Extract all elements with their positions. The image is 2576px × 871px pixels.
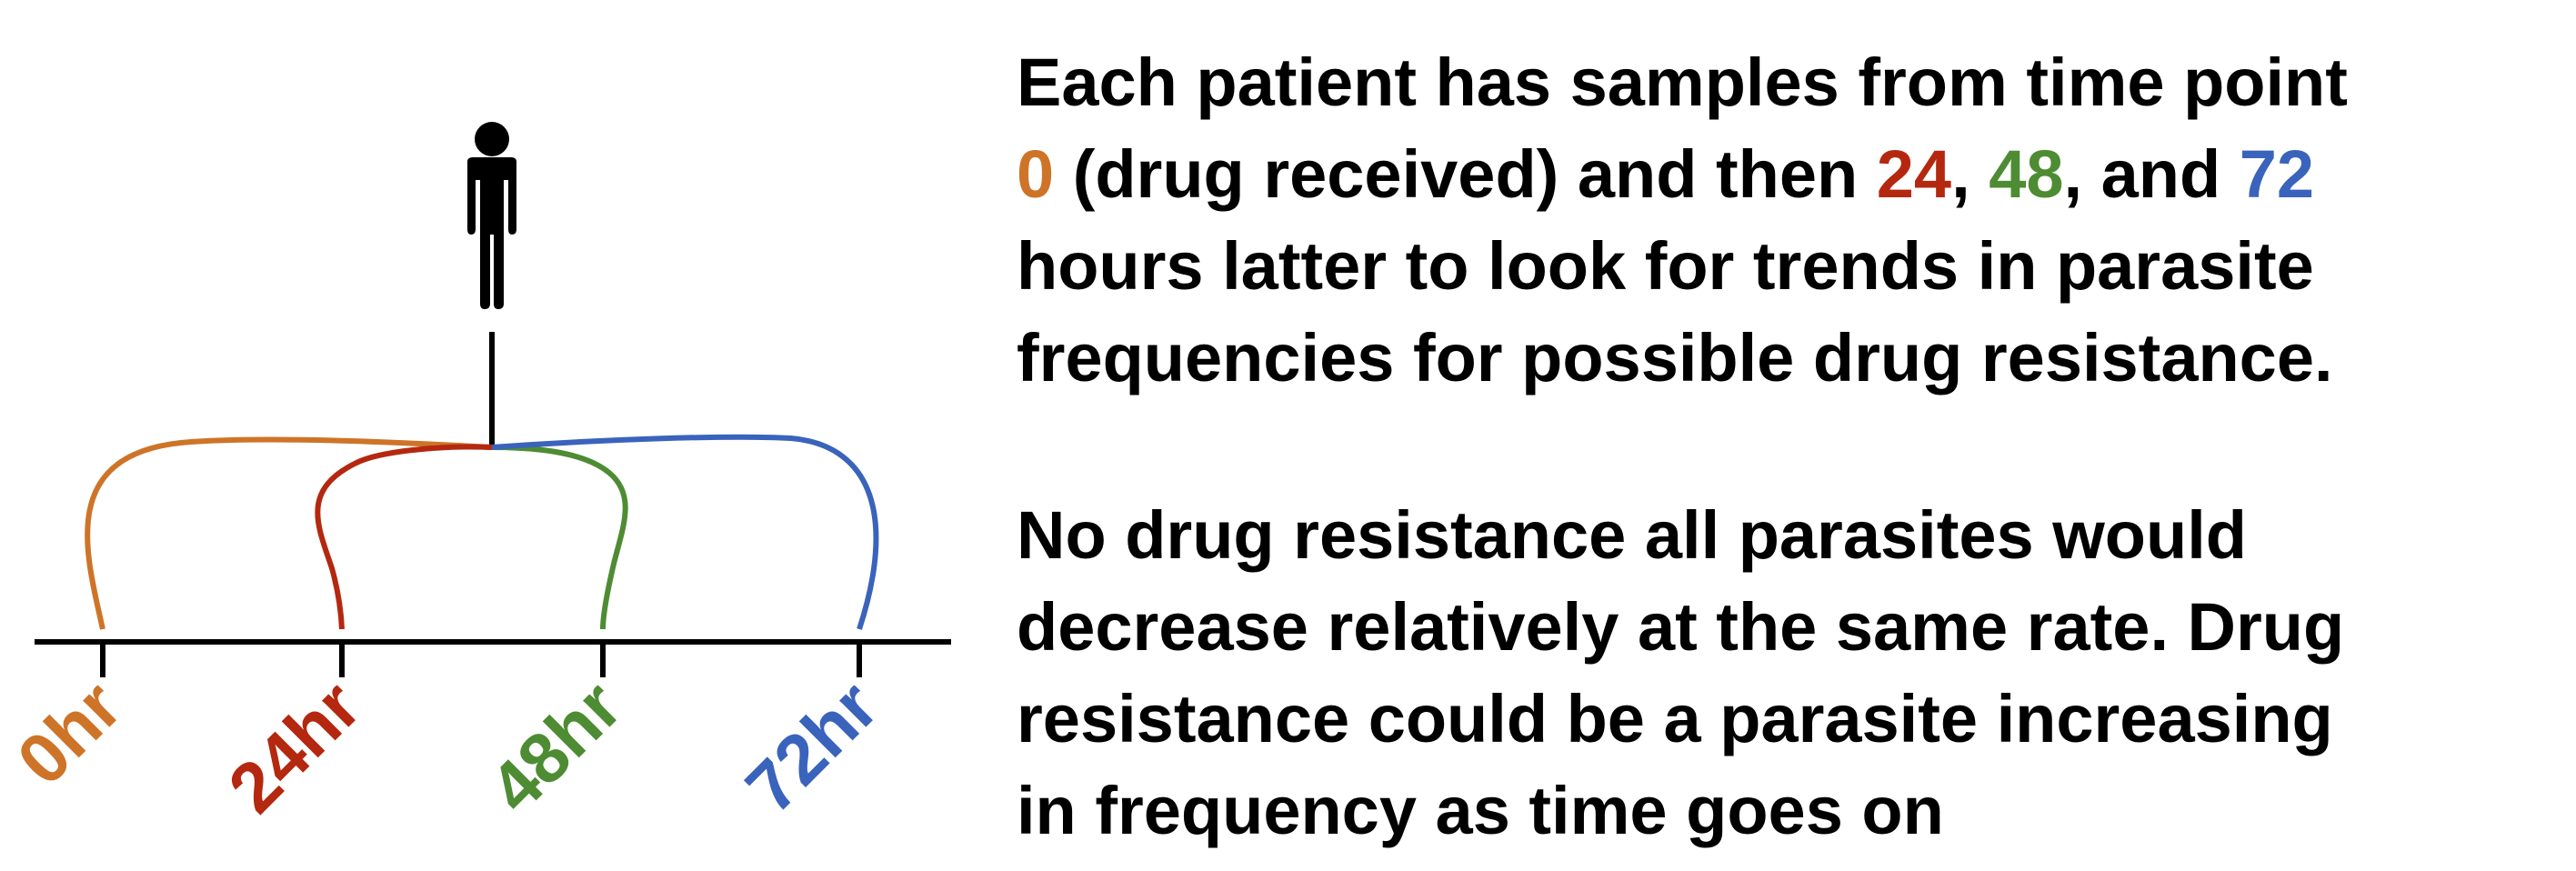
text-line: hours latter to look for trends in paras… xyxy=(1017,228,2314,304)
text-line: in frequency as time goes on xyxy=(1017,773,1944,848)
paragraph-resistance: No drug resistance all parasites would d… xyxy=(1017,489,2562,856)
branch-0hr xyxy=(85,436,493,630)
text-line: No drug resistance all parasites would xyxy=(1017,497,2247,573)
timepoint-72: 72 xyxy=(2239,136,2315,212)
branch-24hr xyxy=(315,444,493,630)
label-72hr: 72hr xyxy=(730,666,893,828)
label-48hr: 48hr xyxy=(474,666,636,828)
paragraph-sampling: Each patient has samples from time point… xyxy=(1017,36,2562,404)
person-icon xyxy=(467,122,516,309)
text-line: Each patient has samples from time point xyxy=(1017,45,2348,120)
text-line: decrease relatively at the same rate. Dr… xyxy=(1017,589,2345,665)
timepoint-24: 24 xyxy=(1876,136,1952,212)
description-text: Each patient has samples from time point… xyxy=(1017,36,2562,856)
sampling-diagram: 0hr 24hr 48hr 72hr xyxy=(2,122,951,828)
text-line: 0 (drug received) and then 24, 48, and 7… xyxy=(1017,136,2315,212)
branch-48hr xyxy=(491,445,628,630)
branch-72hr xyxy=(491,434,879,630)
timepoint-48: 48 xyxy=(1989,136,2064,212)
text-line: frequencies for possible drug resistance… xyxy=(1017,320,2333,395)
text-line: resistance could be a parasite increasin… xyxy=(1017,681,2333,756)
timepoint-0: 0 xyxy=(1017,136,1055,212)
label-0hr: 0hr xyxy=(2,666,136,800)
label-24hr: 24hr xyxy=(213,666,376,828)
